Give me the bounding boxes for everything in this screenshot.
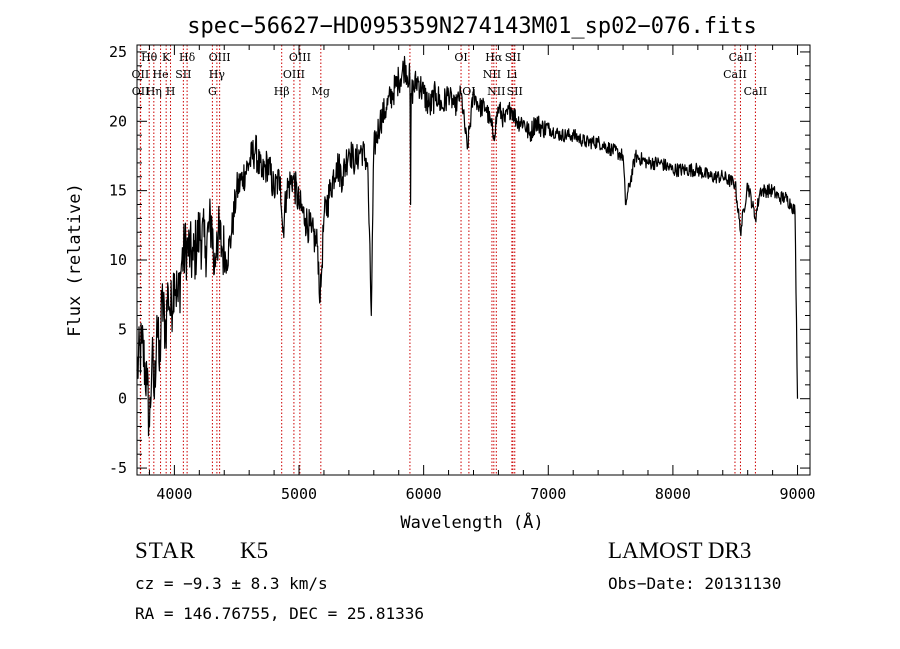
- object-type: STAR: [135, 538, 196, 563]
- object-subclass: K5: [240, 538, 269, 563]
- line-label: NII: [487, 85, 505, 98]
- y-tick-label: 5: [118, 320, 127, 338]
- plot-frame: [136, 44, 811, 476]
- y-axis-ticks: -5 0 5 10 15 20 25: [109, 43, 810, 477]
- y-tick-label: 20: [109, 112, 127, 130]
- redshift-velocity: cz = −9.3 ± 8.3 km/s: [135, 574, 328, 593]
- line-label: OIII: [289, 51, 311, 64]
- sky-coordinates: RA = 146.76755, DEC = 25.81336: [135, 604, 424, 623]
- line-label: He: [153, 68, 169, 81]
- line-label: NII: [483, 68, 501, 81]
- x-tick-label: 8000: [655, 485, 691, 503]
- x-tick-label: 9000: [779, 485, 815, 503]
- x-tick-label: 5000: [281, 485, 317, 503]
- y-tick-label: 25: [109, 43, 127, 61]
- line-label: OIII: [283, 68, 305, 81]
- y-tick-label: 0: [118, 390, 127, 408]
- line-label: Hγ: [209, 68, 226, 81]
- observation-date: Obs−Date: 20131130: [608, 574, 782, 593]
- line-label: K: [162, 51, 171, 64]
- line-label: CaII: [744, 85, 768, 98]
- line-label: Hη: [146, 85, 162, 98]
- line-label: OIII: [209, 51, 231, 64]
- flux-series-line: [136, 55, 799, 437]
- line-label: OII: [132, 85, 150, 98]
- spectral-line-markers: [139, 45, 756, 475]
- line-label: OI: [454, 51, 467, 64]
- line-label: CaII: [723, 68, 747, 81]
- x-tick-label: 6000: [406, 485, 442, 503]
- chart-title: spec−56627−HD095359N274143M01_sp02−076.f…: [187, 14, 757, 39]
- line-label: SII: [505, 51, 521, 64]
- x-axis-label: Wavelength (Å): [400, 511, 543, 533]
- y-tick-label: 15: [109, 182, 127, 200]
- survey-name: LAMOST DR3: [608, 538, 752, 563]
- line-label: Hθ: [141, 51, 158, 64]
- x-axis-ticks: 4000 5000 6000 7000 8000 9000: [148, 45, 816, 503]
- line-label: Li: [506, 68, 517, 81]
- line-label: OI: [462, 85, 475, 98]
- x-tick-label: 4000: [156, 485, 192, 503]
- x-tick-label: 7000: [530, 485, 566, 503]
- y-tick-label: -5: [109, 459, 127, 477]
- line-label: Hδ: [179, 51, 196, 64]
- line-label: SII: [507, 85, 523, 98]
- line-label: CaII: [729, 51, 753, 64]
- y-axis-label: Flux (relative): [65, 183, 85, 337]
- line-label: OII: [132, 68, 150, 81]
- line-label: Hα: [485, 51, 503, 64]
- line-label: G: [208, 85, 217, 98]
- line-label: Hβ: [274, 85, 290, 98]
- y-tick-label: 10: [109, 251, 127, 269]
- line-label: SII: [175, 68, 191, 81]
- line-label: Mg: [312, 85, 330, 98]
- line-label: H: [166, 85, 176, 98]
